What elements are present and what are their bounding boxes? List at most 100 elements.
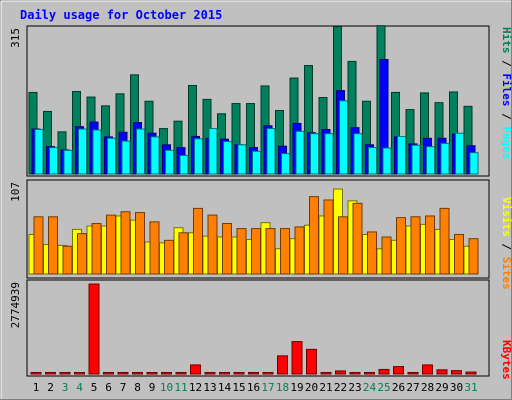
x-tick-label-12: 12 [189, 381, 202, 394]
hits-pages-bar-18 [281, 153, 290, 175]
visits-sites-bar-6 [106, 214, 116, 275]
visits-legend: Visits / Sites [500, 197, 512, 290]
hits-pages-bar-11 [179, 154, 189, 175]
hits-pages-bar-24 [368, 147, 377, 175]
x-tick-label-27: 27 [406, 381, 419, 394]
visits-sites-bar-23 [352, 202, 363, 275]
kbytes-kbytes-bar-5 [88, 283, 100, 375]
hits-pages-bar-8 [136, 128, 145, 175]
visits-sites-bar-2 [48, 216, 58, 275]
hits-pages-bar-10 [165, 149, 174, 175]
kbytes-kbytes-bar-16 [248, 371, 259, 375]
x-tick-label-9: 9 [149, 381, 156, 394]
kbytes-kbytes-bar-19 [291, 341, 303, 375]
kbytes-kbytes-bar-18 [277, 355, 288, 375]
visits-sites-bar-19 [294, 226, 305, 275]
x-tick-label-1: 1 [33, 381, 40, 394]
x-tick-label-28: 28 [421, 381, 434, 394]
x-tick-label-16: 16 [247, 381, 260, 394]
x-tick-label-24: 24 [363, 381, 377, 394]
hits-pages-bar-21 [324, 133, 334, 175]
kbytes-kbytes-bar-1 [30, 371, 42, 375]
visits-sites-bar-9 [149, 221, 160, 275]
hits-pages-bar-3 [63, 149, 73, 175]
kbytes-kbytes-bar-26 [393, 366, 404, 375]
visits-sites-bar-15 [236, 228, 247, 275]
hits-pages-bar-5 [92, 129, 102, 175]
hits-max-label: 315 [9, 28, 22, 48]
x-tick-label-22: 22 [334, 381, 347, 394]
hits-pages-bar-7 [121, 140, 131, 175]
x-tick-label-25: 25 [377, 381, 390, 394]
hits-pages-bar-6 [107, 137, 116, 175]
hits-pages-bar-23 [353, 133, 363, 175]
kbytes-kbytes-bar-6 [103, 371, 114, 375]
kbytes-max-label: 2774939 [9, 282, 22, 328]
hits-pages-bar-25 [382, 147, 392, 175]
kbytes-kbytes-bar-28 [422, 364, 433, 375]
visits-sites-bar-7 [120, 211, 131, 275]
x-tick-label-6: 6 [105, 381, 112, 394]
kbytes-panel [26, 279, 490, 377]
visits-sites-bar-31 [468, 238, 479, 275]
kbytes-kbytes-bar-7 [117, 371, 129, 375]
legend-kbytes: KBytes [500, 340, 512, 380]
hits-pages-bar-20 [310, 133, 319, 175]
hits-pages-bar-17 [266, 128, 276, 175]
visits-sites-bar-25 [381, 236, 392, 275]
x-tick-label-31: 31 [464, 381, 477, 394]
kbytes-kbytes-bar-2 [45, 371, 56, 375]
hits-pages-bar-2 [49, 147, 58, 175]
kbytes-kbytes-bar-29 [436, 369, 448, 375]
kbytes-kbytes-bar-9 [146, 371, 158, 375]
visits-series-group [28, 188, 479, 275]
legend-slash-1: / [500, 54, 512, 74]
visits-max-label: 107 [9, 182, 22, 202]
kbytes-kbytes-bar-24 [364, 371, 375, 375]
legend-hits: Hits [500, 27, 512, 54]
hits-pages-bar-19 [295, 130, 305, 175]
visits-sites-bar-22 [338, 216, 348, 275]
kbytes-legend: KBytes [500, 340, 512, 380]
x-tick-label-3: 3 [62, 381, 69, 394]
visits-sites-bar-20 [309, 196, 319, 275]
hits-pages-bar-31 [469, 152, 479, 175]
x-tick-label-30: 30 [450, 381, 463, 394]
kbytes-kbytes-bar-21 [320, 371, 332, 375]
visits-sites-bar-16 [251, 228, 261, 275]
visits-sites-bar-18 [280, 228, 290, 275]
kbytes-kbytes-bar-30 [451, 370, 462, 375]
hits-pages-bar-22 [339, 100, 348, 175]
legend-slash-2: / [500, 107, 512, 127]
visits-sites-bar-17 [265, 228, 276, 275]
kbytes-kbytes-bar-22 [335, 370, 346, 375]
x-tick-label-19: 19 [290, 381, 303, 394]
visits-sites-bar-3 [62, 245, 73, 275]
x-tick-label-11: 11 [174, 381, 187, 394]
x-tick-label-5: 5 [91, 381, 98, 394]
hits-pages-bar-30 [455, 132, 464, 175]
hits-pages-bar-4 [78, 128, 87, 175]
hits-pages-bar-13 [208, 128, 218, 175]
x-tick-label-15: 15 [232, 381, 245, 394]
kbytes-kbytes-bar-11 [175, 371, 187, 375]
visits-sites-bar-4 [77, 233, 87, 275]
x-tick-label-13: 13 [203, 381, 216, 394]
kbytes-kbytes-bar-20 [306, 348, 317, 375]
x-tick-label-10: 10 [160, 381, 173, 394]
kbytes-kbytes-bar-25 [378, 368, 390, 375]
x-tick-label-26: 26 [392, 381, 405, 394]
x-tick-label-21: 21 [319, 381, 332, 394]
visits-sites-bar-8 [135, 212, 145, 275]
legend-visits: Visits [500, 197, 512, 237]
visits-sites-bar-11 [178, 232, 189, 275]
legend-pages: Pages [500, 126, 512, 159]
kbytes-kbytes-bar-4 [74, 371, 85, 375]
hits-legend: Hits / Files / Pages [500, 27, 512, 160]
visits-sites-bar-5 [91, 223, 102, 275]
hits-pages-bar-1 [34, 129, 44, 175]
chart-title: Daily usage for October 2015 [20, 8, 222, 22]
hits-pages-bar-14 [223, 141, 232, 175]
visits-sites-bar-21 [323, 199, 334, 275]
kbytes-kbytes-bar-23 [349, 371, 361, 375]
